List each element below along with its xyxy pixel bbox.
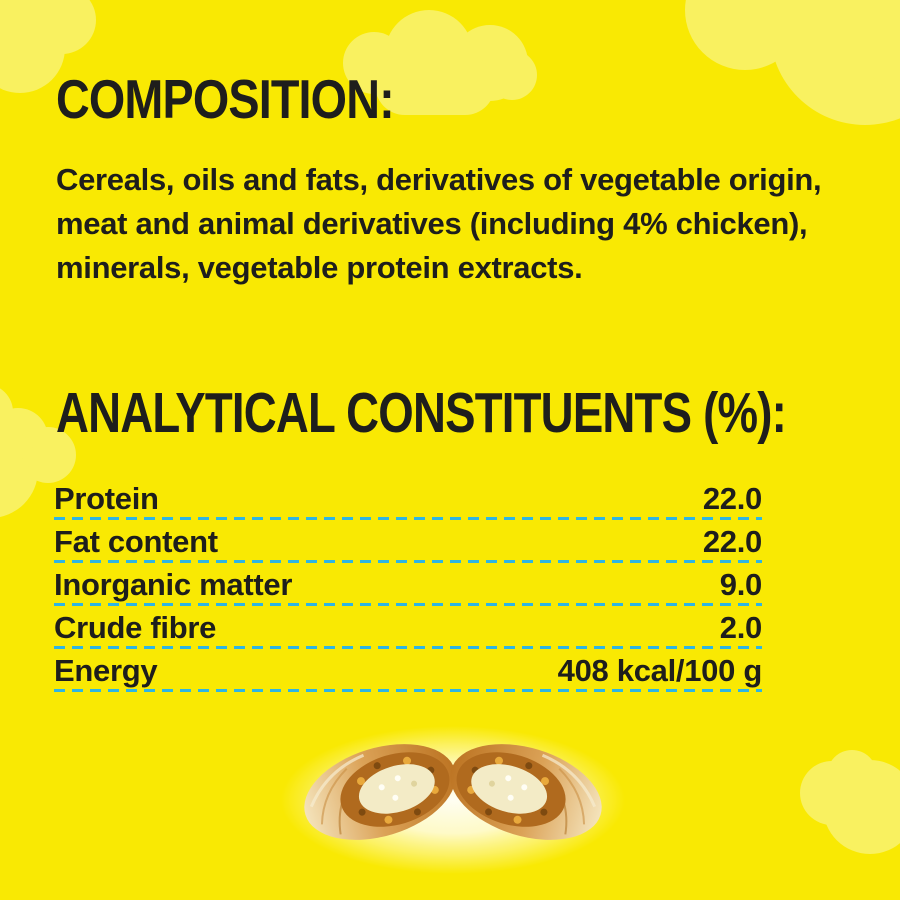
analytical-constituents-heading: ANALYTICAL CONSTITUENTS (%): (56, 381, 787, 445)
treat-half-left (304, 744, 456, 840)
row-label: Fat content (54, 523, 218, 559)
table-row-protein: Protein 22.0 (54, 477, 762, 520)
row-value: 22.0 (702, 523, 762, 559)
row-divider (54, 517, 762, 520)
cat-treat-cross-section-image (281, 726, 625, 874)
row-value: 408 kcal/100 g (557, 652, 763, 688)
table-row-crude-fibre: Crude fibre 2.0 (54, 606, 762, 649)
row-label: Inorganic matter (54, 566, 293, 602)
row-label: Crude fibre (54, 609, 217, 645)
row-divider (54, 646, 762, 649)
row-value: 9.0 (719, 566, 763, 602)
treat-half-right (450, 744, 602, 840)
row-value: 2.0 (719, 609, 763, 645)
row-divider (54, 560, 762, 563)
composition-heading: COMPOSITION: (56, 68, 395, 130)
row-value: 22.0 (702, 480, 762, 516)
row-divider (54, 603, 762, 606)
row-divider (54, 689, 762, 692)
table-row-inorganic-matter: Inorganic matter 9.0 (54, 563, 762, 606)
row-label: Protein (54, 480, 159, 516)
table-row-energy: Energy 408 kcal/100 g (54, 649, 762, 692)
table-row-fat-content: Fat content 22.0 (54, 520, 762, 563)
row-label: Energy (54, 652, 158, 688)
analytical-constituents-table: Protein 22.0 Fat content 22.0 Inorganic … (54, 477, 762, 692)
composition-body-text: Cereals, oils and fats, derivatives of v… (56, 162, 822, 285)
